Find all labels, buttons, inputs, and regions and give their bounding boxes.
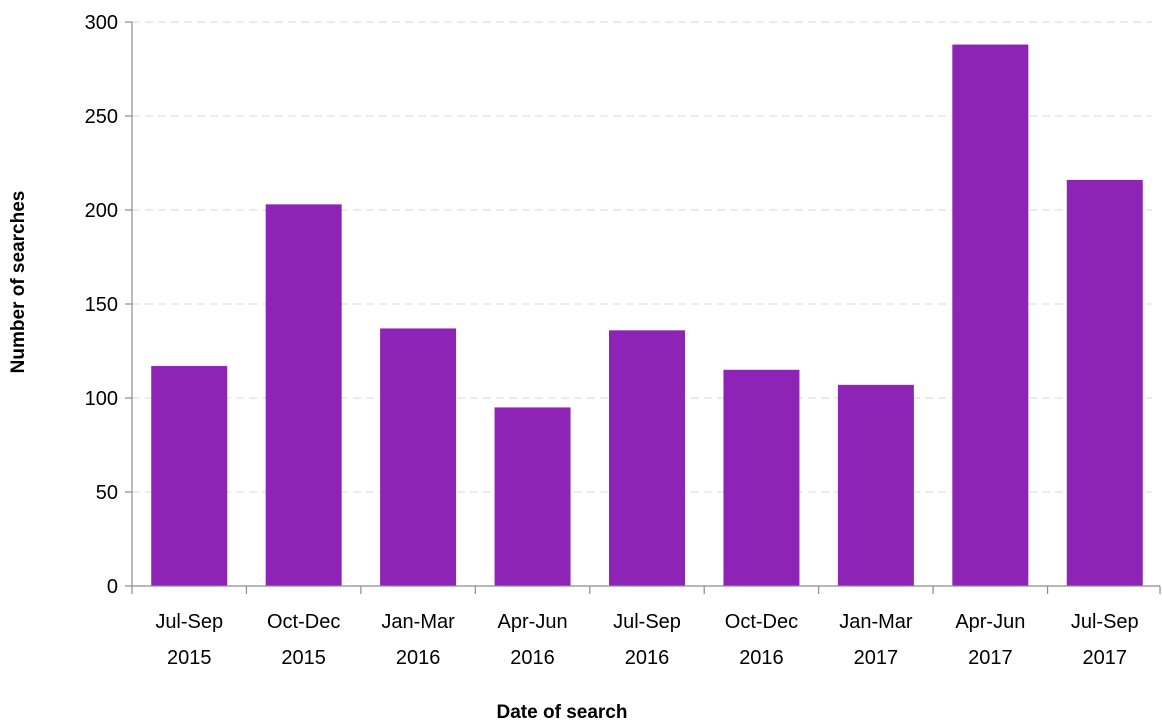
y-tick-label: 150 xyxy=(85,294,118,316)
x-tick-label: Jan-Mar xyxy=(381,611,455,633)
bar xyxy=(609,330,685,586)
x-tick-label: Jan-Mar xyxy=(839,611,913,633)
x-tick-label: Jul-Sep xyxy=(1071,611,1139,633)
x-tick-label: 2016 xyxy=(625,647,670,669)
x-tick-label: Apr-Jun xyxy=(955,611,1025,633)
y-tick-label: 50 xyxy=(96,482,118,504)
y-tick-label: 300 xyxy=(85,12,118,34)
x-tick-label: Jul-Sep xyxy=(155,611,223,633)
bar xyxy=(265,204,342,587)
x-tick-label: 2017 xyxy=(968,647,1013,669)
x-tick-label: 2016 xyxy=(510,647,555,669)
y-tick-label: 200 xyxy=(85,200,118,222)
bar xyxy=(837,384,914,586)
x-tick-label: 2017 xyxy=(1083,647,1128,669)
bar xyxy=(151,366,228,586)
x-tick-label: Jul-Sep xyxy=(613,611,681,633)
bar xyxy=(380,328,457,586)
x-tick-label: Apr-Jun xyxy=(498,611,568,633)
y-tick-labels: 0 50 100 150 200 250 300 xyxy=(85,12,118,598)
bar xyxy=(723,369,800,586)
x-axis-title: Date of search xyxy=(497,702,628,720)
y-axis-title: Number of searches xyxy=(8,191,29,374)
axes xyxy=(125,21,1161,594)
bar xyxy=(494,407,571,586)
x-tick-label: 2016 xyxy=(396,647,441,669)
x-tick-label: Oct-Dec xyxy=(267,611,340,633)
x-tick-label: 2015 xyxy=(281,647,326,669)
x-tick-label: 2016 xyxy=(739,647,784,669)
y-tick-label: 250 xyxy=(85,106,118,128)
x-tick-label: 2015 xyxy=(167,647,212,669)
bars xyxy=(151,44,1143,587)
x-tick-label: 2017 xyxy=(854,647,899,669)
x-tick-label: Oct-Dec xyxy=(725,611,798,633)
bar xyxy=(952,44,1029,587)
y-tick-label: 0 xyxy=(107,576,118,598)
bar xyxy=(1066,179,1143,587)
y-tick-label: 100 xyxy=(85,388,118,410)
x-tick-labels: Jul-Sep 2015 Oct-Dec 2015 Jan-Mar 2016 Apr-Jun… xyxy=(155,611,1138,669)
